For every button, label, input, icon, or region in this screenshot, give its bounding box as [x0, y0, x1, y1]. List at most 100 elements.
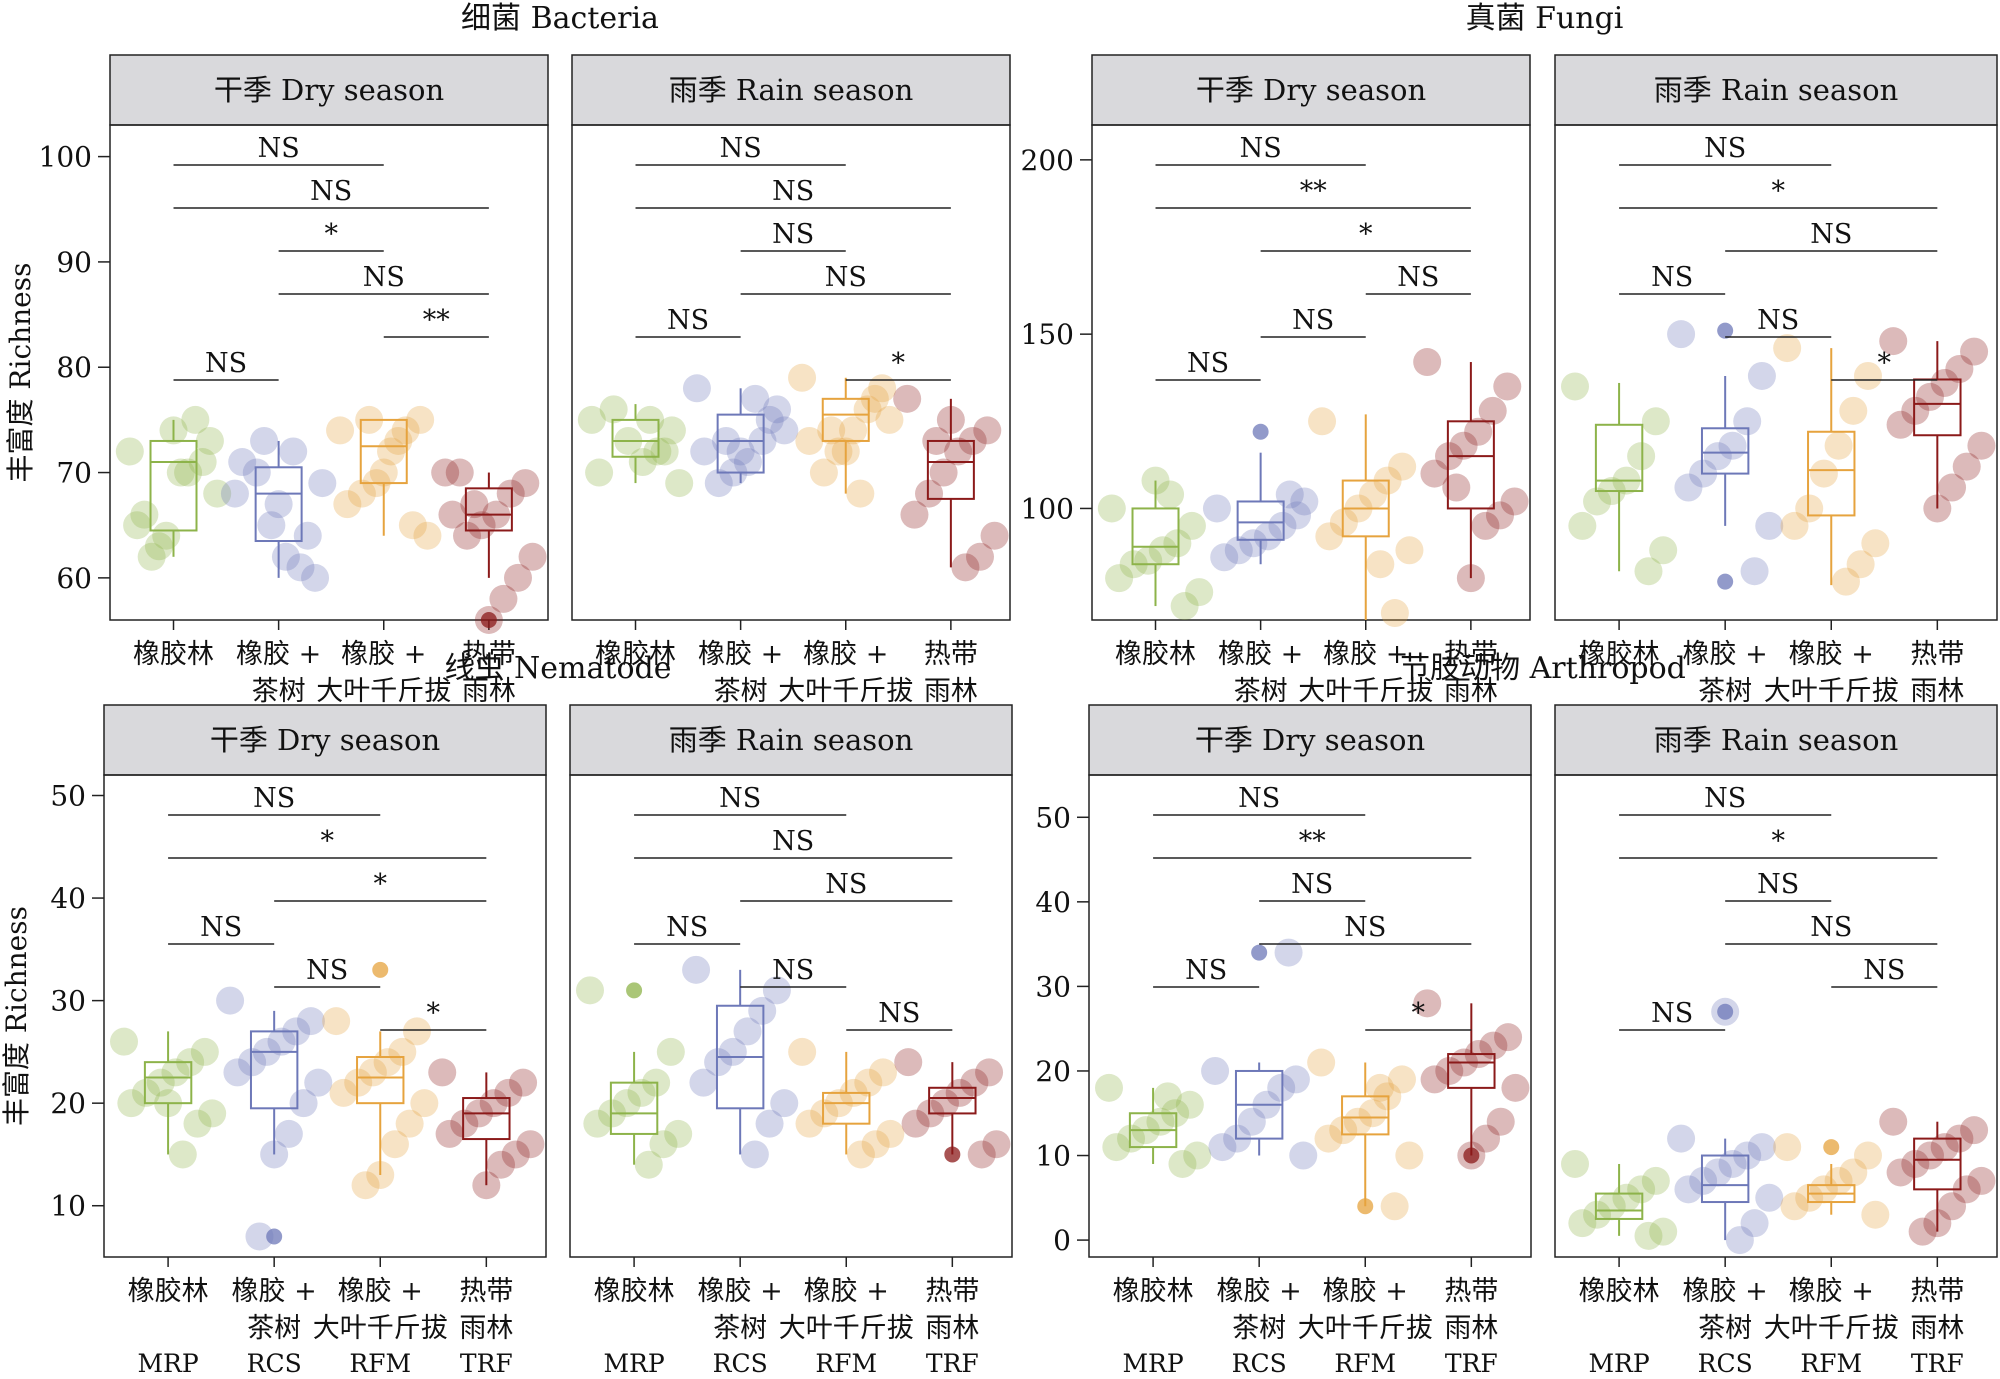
data-point — [583, 1109, 612, 1138]
significance-label: NS — [1757, 305, 1799, 336]
y-tick-label: 10 — [50, 1190, 86, 1223]
significance-label: NS — [253, 783, 295, 814]
data-point — [503, 563, 532, 592]
significance-label: NS — [1704, 133, 1746, 164]
data-point — [1641, 407, 1670, 436]
x-label-cn: 橡胶林 — [1579, 1276, 1660, 1307]
box-rcs — [254, 440, 303, 578]
box-rfm — [821, 377, 870, 494]
outlier-point — [1251, 944, 1268, 961]
significance-label: NS — [1810, 912, 1852, 943]
data-point — [428, 1058, 457, 1087]
y-tick-label: 80 — [56, 351, 92, 384]
box-iqr — [1236, 500, 1285, 541]
data-point — [1667, 320, 1696, 349]
data-point — [740, 1140, 769, 1169]
box-iqr — [1913, 1137, 1962, 1191]
data-point — [117, 1089, 146, 1118]
data-point — [1725, 1226, 1754, 1255]
box-mrp — [1131, 480, 1180, 607]
x-label-code: RCS — [713, 1349, 768, 1378]
data-point — [1667, 1124, 1696, 1153]
data-point — [1183, 1141, 1212, 1170]
data-point — [1886, 410, 1915, 439]
outlier-point — [944, 1146, 961, 1163]
x-label-cn2: 茶树 — [1234, 676, 1288, 707]
significance-label: NS — [1651, 998, 1693, 1029]
data-point — [980, 521, 1009, 550]
significance-label: * — [892, 348, 906, 379]
data-point — [198, 1099, 227, 1128]
outlier-point — [1463, 1147, 1480, 1164]
data-point — [704, 1048, 733, 1077]
data-point — [431, 458, 460, 487]
x-label-cn2: 茶树 — [1698, 1313, 1752, 1344]
data-point — [1307, 1048, 1336, 1077]
data-point — [1634, 557, 1663, 586]
data-point — [384, 426, 413, 455]
data-point — [501, 1140, 530, 1169]
data-point — [763, 395, 792, 424]
data-point — [496, 479, 525, 508]
data-point — [770, 1089, 799, 1118]
box-iqr — [1131, 507, 1180, 566]
data-point — [1755, 1183, 1784, 1212]
significance-label: NS — [772, 826, 814, 857]
data-point — [450, 1109, 479, 1138]
season-header — [1554, 54, 1998, 126]
data-point — [1420, 459, 1449, 488]
data-point — [377, 437, 406, 466]
x-label-cn: 橡胶 + — [341, 639, 426, 670]
data-point — [257, 511, 286, 540]
x-label-cn2: 雨林 — [462, 676, 516, 707]
data-point — [1479, 1031, 1508, 1060]
data-point — [1486, 1107, 1515, 1136]
data-point — [817, 416, 846, 445]
data-point — [1388, 452, 1417, 481]
data-point — [347, 479, 376, 508]
significance-label: NS — [200, 912, 242, 943]
box-iqr — [143, 1061, 193, 1105]
x-label-cn2: 大叶千斤拔 — [778, 676, 913, 707]
data-point — [755, 1109, 784, 1138]
y-tick-label: 20 — [1035, 1055, 1071, 1088]
x-label-cn: 热带 — [1444, 1276, 1498, 1307]
significance-label: NS — [1185, 955, 1227, 986]
data-point — [664, 1119, 693, 1148]
y-tick-label: 90 — [56, 246, 92, 279]
data-point — [1703, 442, 1732, 471]
group-title: 节肢动物 Arthropod — [1400, 651, 1686, 686]
data-point — [1967, 431, 1996, 460]
data-point — [1967, 1166, 1996, 1195]
data-point — [868, 1058, 897, 1087]
data-point — [130, 500, 159, 529]
significance-label: NS — [205, 348, 247, 379]
data-point — [1901, 1149, 1930, 1178]
data-point — [1413, 348, 1442, 377]
data-point — [1583, 487, 1612, 516]
y-tick-label: 200 — [1021, 144, 1074, 177]
data-point — [1945, 355, 1974, 384]
significance-label: * — [1359, 219, 1373, 250]
data-point — [657, 416, 686, 445]
y-tick-label: 50 — [1035, 801, 1071, 834]
plot-frame — [1554, 124, 1998, 621]
data-point — [1839, 1158, 1868, 1187]
x-label-cn2: 茶树 — [247, 1313, 301, 1344]
box-iqr — [254, 466, 303, 543]
significance-label: NS — [1292, 305, 1334, 336]
box-iqr — [249, 1030, 299, 1110]
y-tick-label: 30 — [1035, 970, 1071, 1003]
data-point — [1365, 1073, 1394, 1102]
data-point — [1649, 536, 1678, 565]
x-label-cn: 橡胶 + — [1789, 639, 1874, 670]
y-tick-label: 100 — [1021, 492, 1074, 525]
data-point — [369, 458, 398, 487]
x-label-cn: 橡胶林 — [1115, 639, 1196, 670]
x-label-cn: 橡胶林 — [594, 1276, 675, 1307]
x-label-cn2: 茶树 — [1232, 1313, 1286, 1344]
data-point — [1464, 417, 1493, 446]
data-point — [1329, 508, 1358, 537]
